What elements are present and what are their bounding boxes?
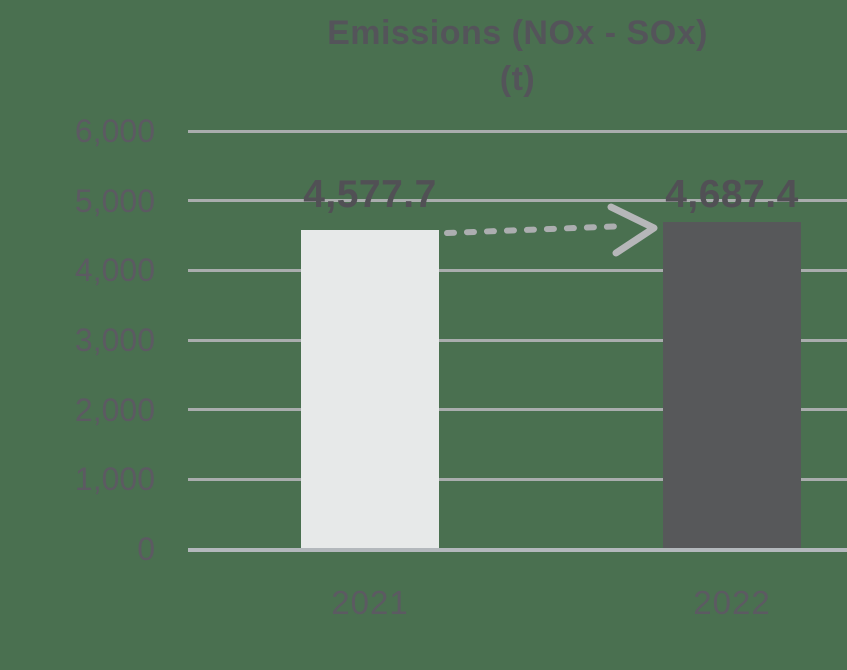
y-tick-label: 1,000 <box>74 461 155 498</box>
chart-title: Emissions (NOx - SOx) (t) <box>188 10 847 102</box>
y-tick-label: 0 <box>137 531 155 567</box>
x-tick-2021: 2021 <box>331 584 409 621</box>
arrow-dash-line <box>444 223 629 236</box>
arrow-chevron-head <box>607 203 658 257</box>
y-tick-label: 6,000 <box>74 113 155 149</box>
bar-2022 <box>663 222 801 550</box>
y-tick-label: 4,000 <box>74 252 155 289</box>
gridline <box>188 268 847 272</box>
bar-2021 <box>301 230 439 550</box>
gridline <box>188 408 847 412</box>
y-tick-label: 3,000 <box>74 322 155 358</box>
gridline <box>188 338 847 342</box>
y-tick-label: 2,000 <box>74 391 155 428</box>
data-label-2022: 4,687.4 <box>665 173 799 216</box>
chart-title-line2: (t) <box>499 60 536 98</box>
x-axis-line <box>188 548 847 552</box>
x-tick-2022: 2022 <box>693 584 771 621</box>
y-tick-label: 5,000 <box>74 182 155 219</box>
gridline <box>188 129 847 133</box>
gridline <box>188 199 847 203</box>
gridline <box>188 477 847 481</box>
chart-title-line1: Emissions (NOx - SOx) <box>327 14 708 52</box>
data-label-2021: 4,577.7 <box>303 173 437 216</box>
